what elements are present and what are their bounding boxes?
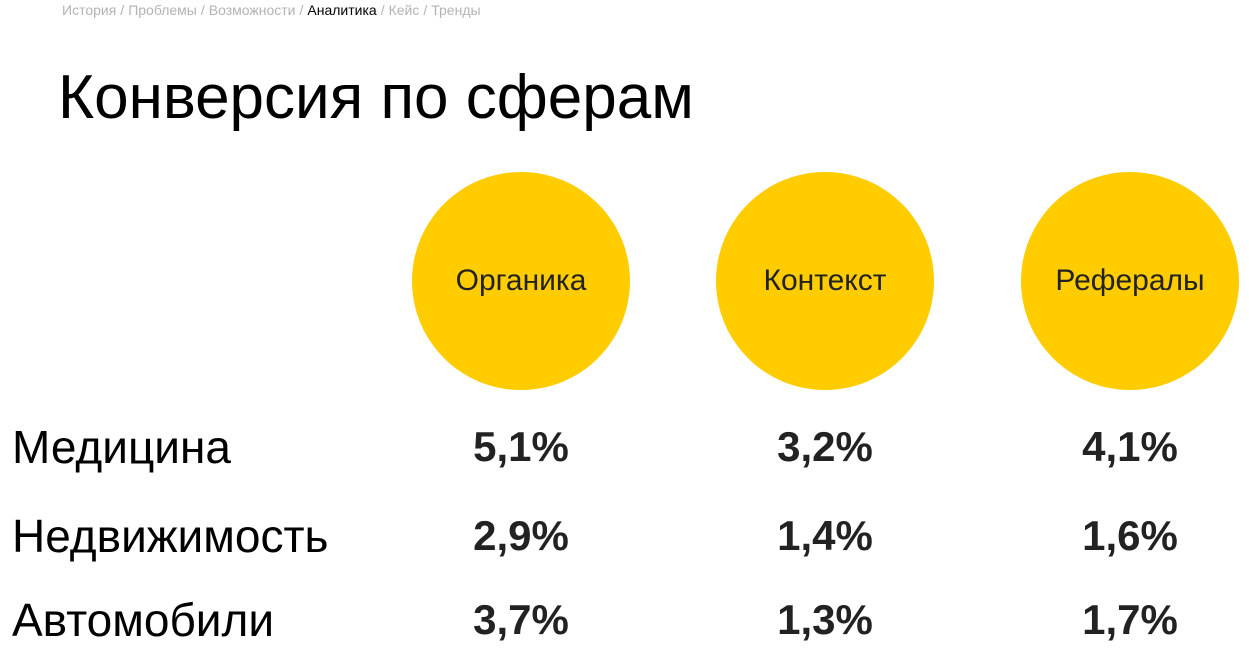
table-cell: 2,9% bbox=[473, 512, 569, 559]
column-header: Рефералы bbox=[1021, 172, 1239, 390]
row-label: Медицина bbox=[12, 421, 231, 473]
breadcrumb-separator: / bbox=[200, 2, 205, 18]
breadcrumb: История / Проблемы / Возможности / Аналитика / К… bbox=[62, 2, 481, 18]
column-header: Контекст bbox=[716, 172, 934, 390]
breadcrumb-link[interactable]: История bbox=[62, 2, 117, 18]
column-header: Органика bbox=[412, 172, 630, 390]
table-cell: 5,1% bbox=[473, 423, 569, 470]
breadcrumb-separator: / bbox=[380, 2, 385, 18]
table-cell: 1,6% bbox=[1082, 512, 1178, 559]
breadcrumb-separator: / bbox=[299, 2, 304, 18]
breadcrumb-link[interactable]: Проблемы bbox=[128, 2, 197, 18]
breadcrumb-link[interactable]: Кейс bbox=[388, 2, 420, 18]
breadcrumb-link[interactable]: Аналитика bbox=[307, 2, 377, 18]
breadcrumb-separator: / bbox=[120, 2, 125, 18]
table-cell: 1,3% bbox=[777, 596, 873, 643]
table-cell: 4,1% bbox=[1082, 423, 1178, 470]
breadcrumb-separator: / bbox=[423, 2, 428, 18]
table-cell: 3,7% bbox=[473, 596, 569, 643]
table-cell: 1,4% bbox=[777, 512, 873, 559]
breadcrumb-link[interactable]: Возможности bbox=[208, 2, 296, 18]
table-cell: 3,2% bbox=[777, 423, 873, 470]
breadcrumb-link[interactable]: Тренды bbox=[431, 2, 481, 18]
row-label: Недвижимость bbox=[12, 510, 329, 562]
row-label: Автомобили bbox=[12, 594, 275, 646]
slide-title: Конверсия по сферам bbox=[58, 63, 694, 132]
table-cell: 1,7% bbox=[1082, 596, 1178, 643]
